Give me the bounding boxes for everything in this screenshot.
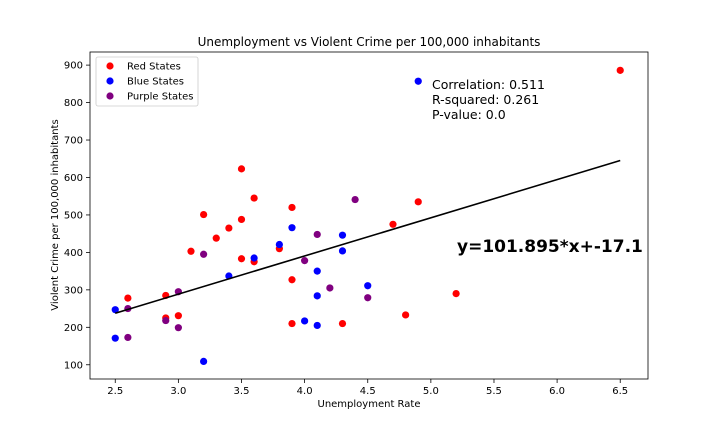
data-point	[162, 316, 170, 325]
legend-marker	[106, 77, 114, 85]
plot-frame	[89, 51, 649, 380]
data-point	[124, 294, 132, 302]
data-point	[402, 311, 410, 319]
data-point	[275, 240, 283, 249]
x-tick-label: 3.0	[170, 386, 186, 397]
x-tick-label: 4.0	[297, 386, 313, 397]
data-point	[200, 250, 208, 258]
data-point	[414, 77, 422, 85]
stats-annotation: Correlation: 0.511 R-squared: 0.261 P-va…	[432, 77, 545, 122]
regression-line	[115, 159, 621, 314]
y-tick-label: 900	[64, 61, 83, 72]
data-point	[225, 224, 233, 232]
x-axis: 2.5 3.0 3.5 4.0 4.5 5.0 5.5 6.0 6.5	[107, 379, 628, 397]
data-point	[288, 224, 296, 232]
y-tick-label: 600	[64, 173, 83, 184]
x-axis-label: Unemployment Rate	[318, 399, 421, 410]
y-axis: 100 200 300 400 500 600 700 800 900	[64, 61, 90, 371]
legend-label: Purple States	[127, 92, 193, 103]
x-tick-label: 6.5	[612, 386, 628, 397]
data-point	[616, 66, 624, 74]
y-tick-label: 500	[64, 210, 83, 221]
data-point	[338, 319, 347, 328]
chart-title: Unemployment vs Violent Crime per 100,00…	[198, 35, 541, 49]
data-point	[111, 306, 119, 314]
p-value-text: P-value: 0.0	[432, 107, 506, 122]
data-point	[313, 230, 321, 239]
y-tick-label: 100	[64, 360, 83, 371]
r-squared-text: R-squared: 0.261	[432, 92, 539, 107]
x-tick-label: 5.5	[486, 386, 502, 397]
x-tick-label: 4.5	[360, 386, 376, 397]
legend-marker	[106, 62, 114, 70]
y-tick-label: 800	[64, 98, 83, 109]
regression-equation: y=101.895*x+-17.1	[457, 237, 643, 257]
data-point	[187, 247, 195, 255]
data-point	[288, 319, 296, 328]
data-point	[111, 334, 119, 342]
data-point	[313, 321, 321, 330]
y-tick-label: 700	[64, 136, 83, 147]
data-point	[174, 324, 182, 332]
data-point	[250, 194, 258, 202]
data-point	[338, 247, 347, 255]
y-tick-label: 300	[64, 285, 83, 296]
data-point	[237, 165, 246, 173]
data-point	[452, 289, 460, 298]
data-point	[364, 294, 372, 302]
data-point	[326, 284, 334, 292]
x-tick-label: 3.5	[234, 386, 250, 397]
data-point	[301, 257, 309, 265]
y-tick-label: 200	[64, 323, 83, 334]
legend-label: Red States	[127, 62, 181, 73]
legend: Red States Blue States Purple States	[95, 56, 199, 107]
data-point	[124, 333, 132, 342]
data-point	[212, 234, 220, 242]
data-point	[237, 255, 246, 263]
data-point	[313, 267, 321, 275]
correlation-text: Correlation: 0.511	[432, 77, 545, 92]
data-point	[313, 292, 321, 300]
data-point	[200, 357, 208, 365]
data-point	[174, 312, 182, 320]
data-point	[414, 198, 422, 206]
x-tick-label: 2.5	[107, 386, 123, 397]
data-point	[338, 231, 347, 239]
plot-area	[111, 66, 624, 365]
y-axis-label: Violent Crime per 100,000 inhabitants	[50, 119, 61, 310]
data-point	[389, 220, 397, 228]
y-tick-label: 400	[64, 248, 83, 259]
x-tick-label: 5.0	[423, 386, 439, 397]
data-point	[237, 215, 246, 224]
data-point	[301, 317, 309, 325]
data-point	[288, 276, 296, 284]
data-point	[364, 282, 372, 290]
data-point	[288, 203, 296, 212]
data-point	[250, 254, 258, 262]
x-tick-label: 6.0	[549, 386, 565, 397]
legend-marker	[106, 92, 114, 100]
legend-box	[95, 56, 199, 107]
data-point	[200, 210, 208, 219]
legend-label: Blue States	[127, 77, 184, 88]
data-point	[351, 195, 359, 204]
